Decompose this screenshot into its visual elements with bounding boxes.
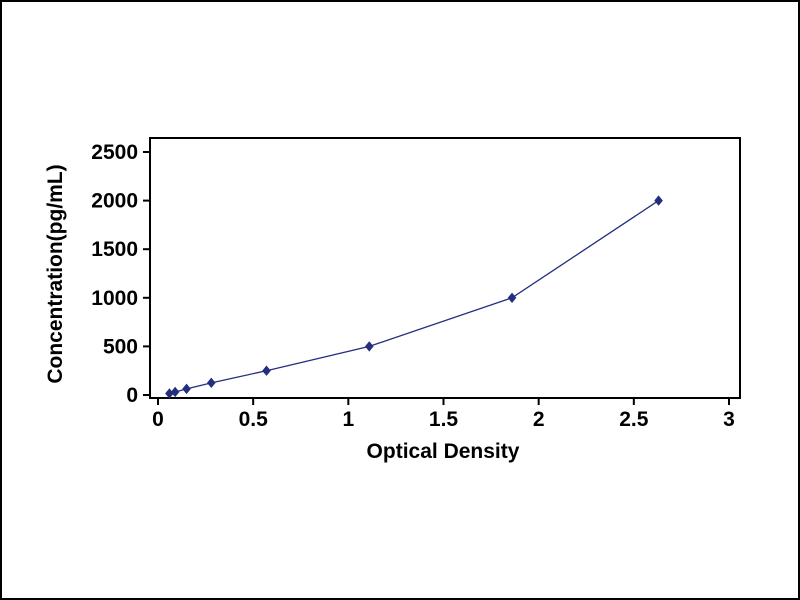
x-tick-label: 2.5 [619,408,649,431]
data-point-marker [182,383,191,395]
y-tick-label: 2000 [91,190,138,213]
y-axis-label: Concentration(pg/mL) [44,164,67,383]
data-point-marker [170,386,180,398]
x-tick-label: 1 [342,408,354,431]
series-line [169,200,659,395]
y-tick-label: 2500 [91,141,138,164]
data-point-marker [165,388,174,399]
data-point-marker [262,365,271,376]
y-tick-label: 1000 [91,287,138,310]
chart-dynamic-layer: 0 0.5 1 1.5 2 2.5 3 0 500 1000 1500 2000 2500 [91,141,735,431]
y-tick-label: 0 [126,384,138,407]
x-axis-label: Optical Density [367,440,520,463]
y-tick-label: 1500 [91,238,138,261]
x-tick-label: 0.5 [239,408,269,431]
data-point-marker [364,341,374,352]
x-tick-label: 0 [152,408,164,431]
data-point-marker [206,377,216,389]
data-point-marker [507,292,517,303]
data-point-marker [654,195,663,206]
plot-area-border [149,137,741,399]
x-tick-label: 3 [723,408,735,431]
x-tick-label: 1.5 [429,408,459,431]
x-tick-label: 2 [533,408,545,431]
y-tick-label: 500 [103,335,138,358]
